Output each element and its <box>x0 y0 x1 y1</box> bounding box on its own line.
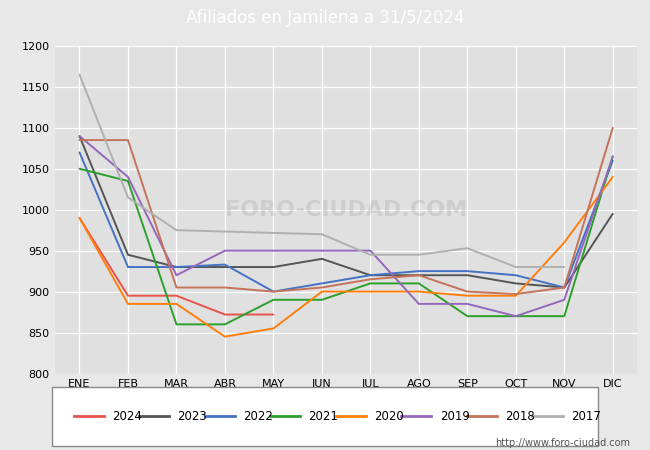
Text: 2017: 2017 <box>571 410 601 423</box>
Text: Afiliados en Jamilena a 31/5/2024: Afiliados en Jamilena a 31/5/2024 <box>186 9 464 27</box>
Text: 2021: 2021 <box>309 410 339 423</box>
Text: http://www.foro-ciudad.com: http://www.foro-ciudad.com <box>495 438 630 448</box>
Text: 2022: 2022 <box>243 410 273 423</box>
Text: 2018: 2018 <box>505 410 535 423</box>
Text: FORO-CIUDAD.COM: FORO-CIUDAD.COM <box>225 200 467 220</box>
Text: 2020: 2020 <box>374 410 404 423</box>
Text: 2023: 2023 <box>177 410 207 423</box>
Text: 2024: 2024 <box>112 410 142 423</box>
Text: 2019: 2019 <box>439 410 469 423</box>
FancyBboxPatch shape <box>52 387 598 446</box>
